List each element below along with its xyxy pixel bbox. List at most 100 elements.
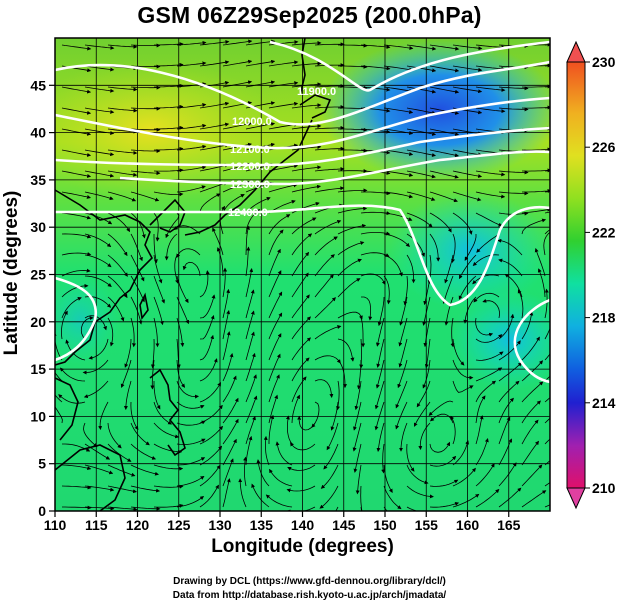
streamline bbox=[452, 440, 470, 466]
streamline bbox=[475, 86, 506, 92]
streamline bbox=[222, 375, 237, 403]
streamline bbox=[406, 506, 418, 511]
streamline bbox=[452, 493, 480, 508]
streamline bbox=[383, 107, 414, 114]
streamline bbox=[182, 261, 201, 277]
streamline bbox=[153, 275, 165, 304]
streamline bbox=[199, 334, 215, 361]
streamline bbox=[61, 191, 91, 199]
streamline bbox=[444, 254, 454, 284]
streamline bbox=[337, 278, 361, 298]
streamline bbox=[338, 148, 368, 153]
colorbar-tick-label: 210 bbox=[592, 480, 616, 496]
streamline bbox=[374, 401, 385, 431]
streamline bbox=[383, 212, 413, 221]
streamline bbox=[84, 212, 113, 225]
streamline bbox=[222, 194, 245, 214]
streamline bbox=[61, 86, 92, 94]
y-tick-label: 0 bbox=[38, 503, 46, 519]
streamline bbox=[269, 468, 293, 487]
streamline bbox=[406, 128, 437, 136]
streamline bbox=[319, 485, 339, 509]
streamline bbox=[498, 340, 521, 361]
contour-12200 bbox=[55, 126, 550, 167]
streamline bbox=[352, 422, 362, 452]
streamline bbox=[199, 445, 223, 466]
streamline bbox=[291, 294, 310, 319]
streamline bbox=[422, 359, 431, 389]
streamline bbox=[383, 149, 414, 156]
streamline bbox=[61, 170, 92, 178]
streamline bbox=[130, 422, 150, 446]
streamline bbox=[360, 252, 390, 257]
streamline bbox=[376, 422, 385, 452]
streamline bbox=[399, 296, 408, 326]
colorbar-tick-label: 222 bbox=[592, 224, 616, 240]
streamline bbox=[124, 338, 132, 368]
streamline bbox=[429, 44, 460, 51]
streamline bbox=[498, 487, 522, 508]
streamline bbox=[314, 274, 334, 298]
colorbar-ticks: 230 226 222 218 214 210 bbox=[585, 54, 616, 496]
streamline bbox=[84, 65, 115, 72]
streamline bbox=[338, 127, 368, 132]
colorbar-tick-label: 218 bbox=[592, 310, 616, 326]
streamline bbox=[522, 189, 550, 193]
streamline bbox=[268, 270, 282, 298]
streamline bbox=[314, 186, 345, 193]
streamline bbox=[429, 501, 460, 508]
streamline bbox=[395, 401, 408, 430]
colorbar-max-triangle bbox=[566, 40, 586, 63]
streamline bbox=[222, 142, 252, 151]
streamline bbox=[174, 254, 179, 284]
streamline bbox=[59, 367, 86, 382]
streamline bbox=[450, 317, 455, 348]
streamline bbox=[153, 254, 163, 284]
coast-indochina bbox=[55, 377, 79, 441]
streamline bbox=[476, 233, 500, 253]
coast-philippines bbox=[149, 368, 186, 457]
streamline bbox=[107, 485, 137, 494]
streamline bbox=[423, 317, 431, 348]
y-tick-label: 20 bbox=[30, 314, 46, 330]
streamline bbox=[337, 188, 368, 193]
streamline bbox=[498, 380, 520, 403]
streamline bbox=[544, 438, 550, 445]
streamline bbox=[130, 233, 143, 262]
streamline bbox=[291, 184, 321, 193]
streamline bbox=[245, 59, 276, 67]
streamline bbox=[58, 394, 86, 404]
streamline bbox=[463, 296, 477, 324]
streamline bbox=[498, 258, 523, 277]
streamline bbox=[314, 254, 335, 277]
streamline bbox=[314, 297, 336, 319]
streamline bbox=[383, 275, 391, 305]
streamline bbox=[199, 404, 223, 424]
y-tick-label: 30 bbox=[30, 219, 46, 235]
streamline bbox=[544, 229, 550, 235]
streamline bbox=[383, 86, 414, 93]
streamline bbox=[153, 168, 184, 173]
cool-region-west bbox=[55, 275, 120, 365]
streamline bbox=[61, 464, 92, 471]
streamline bbox=[153, 484, 184, 489]
streamline bbox=[245, 352, 256, 382]
streamline bbox=[130, 485, 161, 493]
streamline bbox=[287, 464, 316, 471]
streamline bbox=[428, 400, 454, 416]
streamline bbox=[429, 233, 441, 262]
streamline bbox=[521, 490, 547, 508]
streamline bbox=[337, 206, 368, 214]
streamline bbox=[130, 85, 161, 90]
streamline bbox=[406, 212, 433, 228]
streamline bbox=[61, 297, 82, 319]
streamline bbox=[130, 506, 161, 511]
streamline bbox=[153, 317, 160, 348]
x-axis-label: Longitude (degrees) bbox=[211, 536, 394, 557]
streamline bbox=[337, 241, 365, 256]
streamline bbox=[475, 44, 506, 50]
streamline bbox=[475, 351, 504, 361]
streamline bbox=[268, 248, 281, 277]
streamline bbox=[413, 401, 431, 427]
streamline bbox=[406, 464, 429, 485]
